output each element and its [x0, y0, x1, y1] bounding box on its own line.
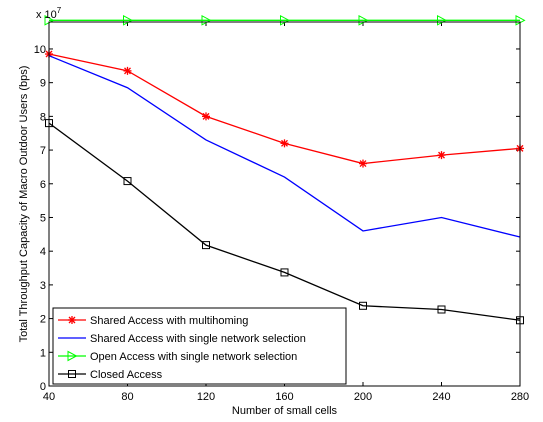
y-tick-label: 3 [40, 280, 46, 292]
legend-marker [67, 350, 78, 362]
data-point [202, 112, 210, 121]
data-point [123, 14, 134, 26]
data-point [358, 14, 369, 26]
data-point [359, 159, 367, 168]
y-tick-label: 1 [40, 347, 46, 359]
x-tick-label: 120 [197, 391, 215, 403]
y-multiplier: x 107 [36, 6, 62, 21]
data-point [280, 139, 289, 148]
x-tick-label: 40 [43, 391, 55, 403]
x-tick-label: 200 [354, 391, 372, 403]
y-multiplier-exponent: 7 [57, 6, 62, 15]
y-tick-label: 8 [40, 111, 46, 123]
series-1 [48, 55, 521, 238]
data-point [437, 151, 446, 160]
legend-item: Shared Access with single network select… [58, 333, 306, 345]
data-point [202, 241, 210, 250]
data-point [201, 14, 212, 26]
x-tick-label: 280 [511, 391, 529, 403]
legend-label: Shared Access with multihoming [90, 315, 248, 327]
plot-frame [48, 21, 521, 387]
x-tick-label: 160 [275, 391, 293, 403]
x-tick-label: 240 [432, 391, 450, 403]
data-point [123, 177, 132, 186]
y-axis-label: Total Throughput Capacity of Macro Outdo… [18, 66, 30, 343]
series-line [48, 55, 521, 238]
data-point [437, 305, 446, 314]
data-point [359, 301, 367, 310]
data-point [280, 268, 289, 277]
data-point [437, 14, 448, 26]
y-tick-label: 10 [34, 44, 46, 56]
legend-label: Open Access with single network selectio… [90, 351, 297, 363]
legend: Shared Access with multihoming Shared Acc… [52, 307, 347, 385]
data-point [280, 14, 291, 26]
legend-item: Closed Access [58, 369, 163, 381]
y-tick-label: 0 [40, 381, 46, 393]
legend-item: Shared Access with multihoming [58, 315, 248, 327]
y-tick-label: 7 [40, 145, 46, 157]
y-tick-label: 9 [40, 78, 46, 90]
y-tick-label: 4 [40, 246, 46, 258]
y-tick-label: 6 [40, 179, 46, 191]
legend-item: Open Access with single network selectio… [58, 350, 297, 363]
x-tick-label: 80 [121, 391, 133, 403]
y-tick-label: 5 [40, 212, 46, 224]
legend-box [52, 307, 347, 385]
legend-marker [68, 316, 76, 324]
series-line [48, 122, 521, 321]
data-point [123, 66, 132, 75]
legend-label: Shared Access with single network select… [90, 333, 306, 345]
x-axis-label: Number of small cells [232, 405, 338, 417]
y-tick-label: 2 [40, 314, 46, 326]
legend-label: Closed Access [90, 369, 163, 381]
legend-marker [68, 370, 76, 378]
